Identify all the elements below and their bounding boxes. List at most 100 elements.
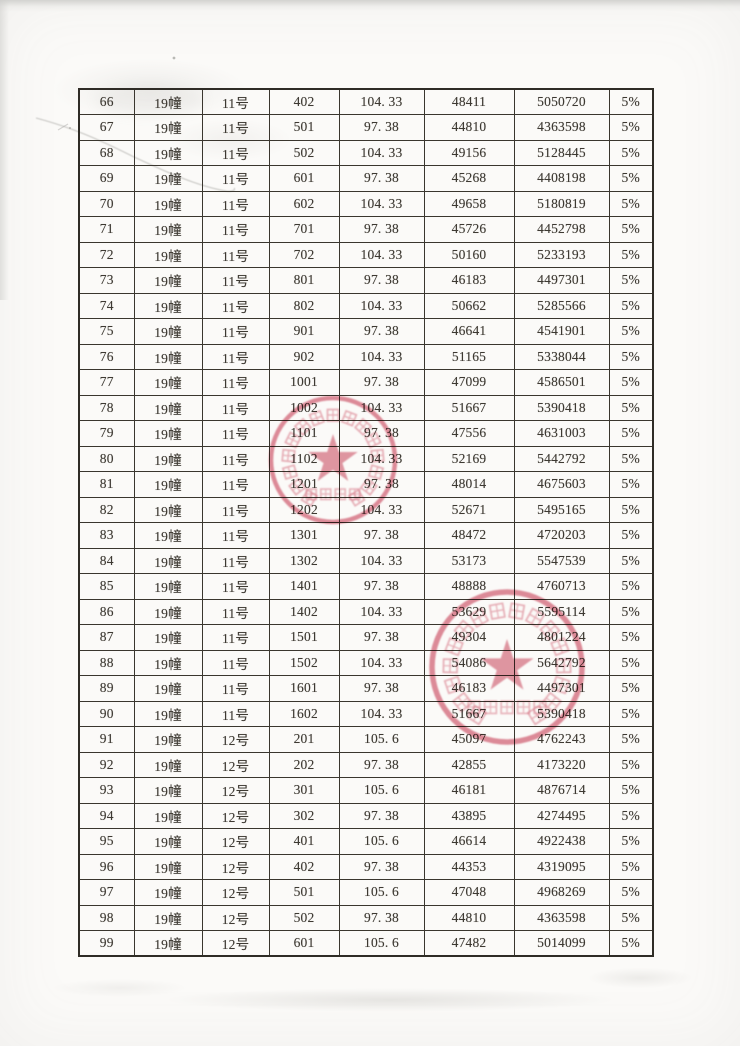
cell-area: 104. 33 [338,649,425,676]
cell-seq: 92 [78,751,135,778]
cell-unit: 11号 [201,165,270,192]
cell-area: 97. 38 [338,624,425,651]
cell-area: 97. 38 [338,216,425,243]
cell-area: 104. 33 [338,700,425,727]
cell-building: 19幢 [133,930,203,957]
cell-unit_price: 52169 [423,445,515,472]
cell-ratio: 5% [608,853,654,880]
cell-building: 19幢 [133,700,203,727]
cell-seq: 97 [78,879,135,906]
table-row: 67 19幢 11号 501 97. 38 44810 4363598 5% [78,114,654,141]
cell-unit: 11号 [201,573,270,600]
cell-unit: 12号 [201,904,270,931]
cell-unit: 11号 [201,675,270,702]
cell-total_price: 5050720 [513,88,610,115]
cell-building: 19幢 [133,547,203,574]
cell-seq: 98 [78,904,135,931]
cell-total_price: 4631003 [513,420,610,447]
cell-area: 104. 33 [338,598,425,625]
cell-unit: 11号 [201,292,270,319]
cell-unit_price: 44810 [423,114,515,141]
cell-ratio: 5% [608,598,654,625]
cell-building: 19幢 [133,241,203,268]
cell-building: 19幢 [133,165,203,192]
cell-area: 104. 33 [338,343,425,370]
cell-building: 19幢 [133,471,203,498]
table-row: 75 19幢 11号 901 97. 38 46641 4541901 5% [78,318,654,345]
cell-room: 1601 [268,675,340,702]
cell-room: 802 [268,292,340,319]
scanner-edge-top [0,0,740,12]
cell-building: 19幢 [133,267,203,294]
cell-building: 19幢 [133,675,203,702]
cell-seq: 77 [78,369,135,396]
cell-area: 105. 6 [338,726,425,753]
cell-ratio: 5% [608,139,654,166]
cell-seq: 81 [78,471,135,498]
cell-seq: 74 [78,292,135,319]
cell-unit: 11号 [201,420,270,447]
company-seal-stamp-lower [429,589,585,745]
cell-unit_price: 47048 [423,879,515,906]
cell-ratio: 5% [608,318,654,345]
cell-building: 19幢 [133,802,203,829]
cell-building: 19幢 [133,190,203,217]
cell-unit_price: 44353 [423,853,515,880]
cell-building: 19幢 [133,573,203,600]
cell-unit: 11号 [201,471,270,498]
table-row: 93 19幢 12号 301 105. 6 46181 4876714 5% [78,777,654,804]
cell-area: 104. 33 [338,88,425,115]
table-row: 72 19幢 11号 702 104. 33 50160 5233193 5% [78,241,654,268]
cell-unit_price: 47482 [423,930,515,957]
cell-seq: 95 [78,828,135,855]
cell-room: 1501 [268,624,340,651]
cell-unit: 11号 [201,649,270,676]
cell-seq: 78 [78,394,135,421]
price-table-body: 66 19幢 11号 402 104. 33 48411 5050720 5% 67 19幢 11号… [78,88,654,957]
cell-area: 105. 6 [338,879,425,906]
cell-building: 19幢 [133,496,203,523]
cell-seq: 72 [78,241,135,268]
cell-seq: 75 [78,318,135,345]
cell-area: 97. 38 [338,267,425,294]
table-row: 95 19幢 12号 401 105. 6 46614 4922438 5% [78,828,654,855]
cell-room: 801 [268,267,340,294]
cell-ratio: 5% [608,649,654,676]
cell-unit_price: 47099 [423,369,515,396]
table-row: 92 19幢 12号 202 97. 38 42855 4173220 5% [78,751,654,778]
table-row: 70 19幢 11号 602 104. 33 49658 5180819 5% [78,190,654,217]
cell-ratio: 5% [608,190,654,217]
cell-ratio: 5% [608,241,654,268]
table-row: 87 19幢 11号 1501 97. 38 49304 4801224 5% [78,624,654,651]
cell-unit: 11号 [201,700,270,727]
cell-total_price: 4720203 [513,522,610,549]
cell-building: 19幢 [133,853,203,880]
cell-ratio: 5% [608,420,654,447]
cell-seq: 69 [78,165,135,192]
table-row: 69 19幢 11号 601 97. 38 45268 4408198 5% [78,165,654,192]
cell-total_price: 4541901 [513,318,610,345]
cell-ratio: 5% [608,802,654,829]
cell-total_price: 4497301 [513,675,610,702]
cell-building: 19幢 [133,751,203,778]
cell-unit: 12号 [201,726,270,753]
cell-ratio: 5% [608,445,654,472]
cell-room: 1401 [268,573,340,600]
cell-total_price: 5547539 [513,547,610,574]
cell-area: 104. 33 [338,241,425,268]
cell-area: 105. 6 [338,777,425,804]
cell-unit: 12号 [201,828,270,855]
cell-area: 97. 38 [338,573,425,600]
cell-total_price: 4319095 [513,853,610,880]
table-row: 99 19幢 12号 601 105. 6 47482 5014099 5% [78,930,654,957]
cell-area: 97. 38 [338,904,425,931]
cell-unit: 11号 [201,114,270,141]
cell-ratio: 5% [608,700,654,727]
cell-unit: 11号 [201,190,270,217]
cell-area: 97. 38 [338,802,425,829]
cell-unit: 11号 [201,267,270,294]
cell-area: 97. 38 [338,853,425,880]
cell-area: 97. 38 [338,675,425,702]
table-row: 98 19幢 12号 502 97. 38 44810 4363598 5% [78,904,654,931]
